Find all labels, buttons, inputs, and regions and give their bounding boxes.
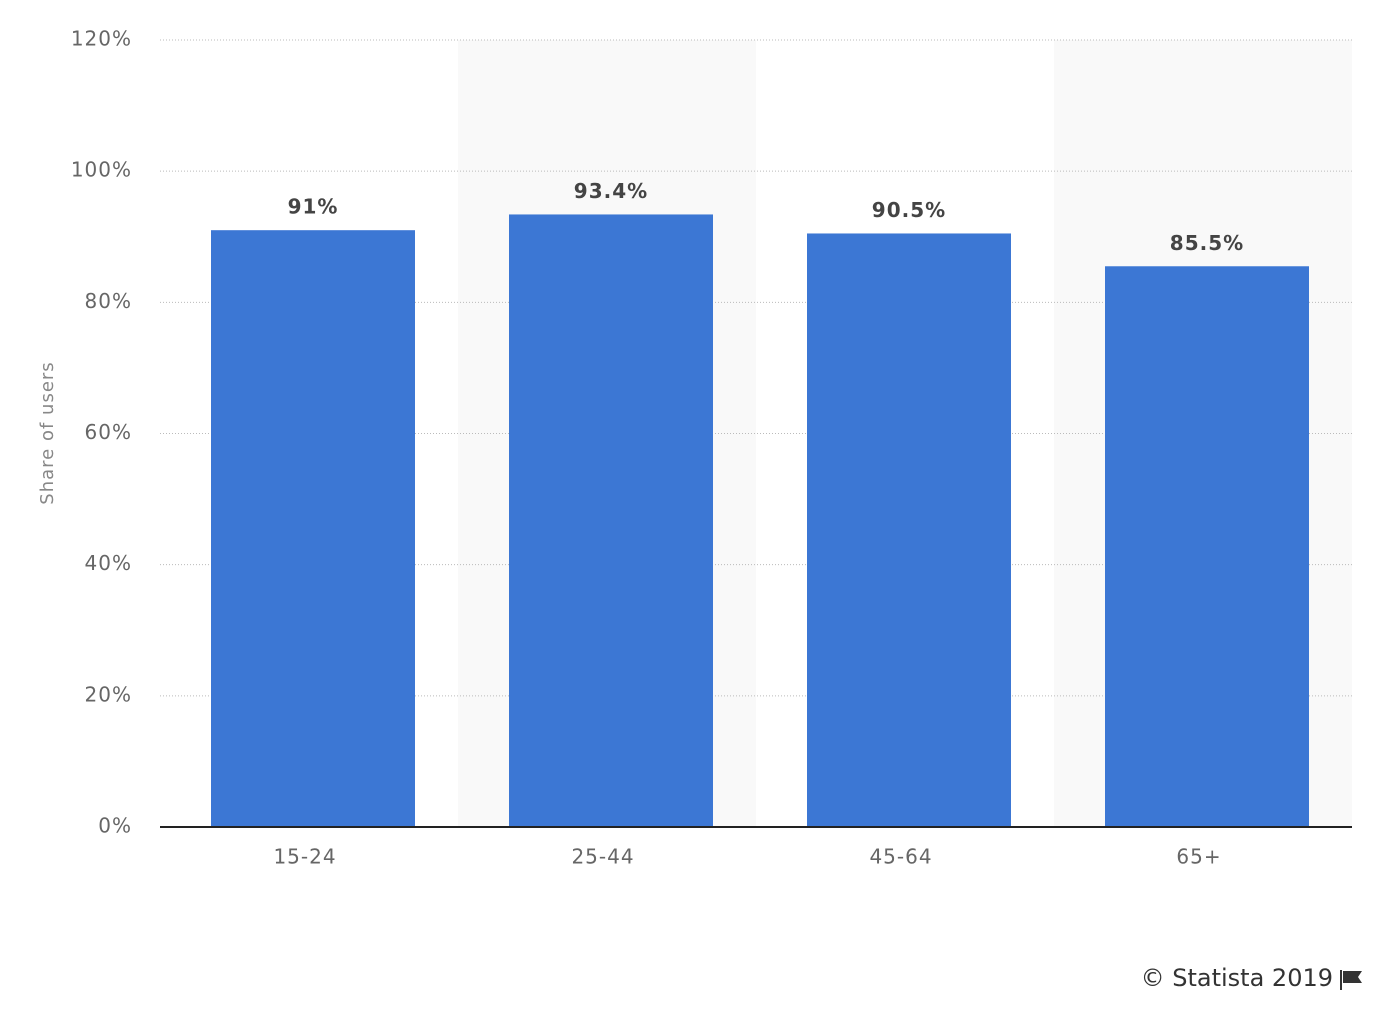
y-axis-title: Share of users — [37, 361, 58, 504]
y-tick-label: 100% — [71, 158, 132, 182]
y-tick-label: 80% — [85, 289, 132, 313]
value-label: 90.5% — [872, 198, 946, 222]
bar — [211, 230, 415, 828]
y-tick-label: 120% — [71, 27, 132, 51]
bar — [509, 214, 713, 827]
bar — [1105, 266, 1309, 827]
x-tick-label: 65+ — [1176, 845, 1221, 869]
y-tick-label: 0% — [98, 814, 132, 838]
flag-icon — [1340, 970, 1362, 990]
y-tick-label: 20% — [85, 682, 132, 706]
bar — [807, 233, 1011, 828]
credit: © Statista 2019 — [1141, 964, 1333, 992]
x-tick-label: 45-64 — [869, 845, 932, 869]
y-tick-label: 40% — [85, 551, 132, 575]
value-label: 91% — [288, 195, 339, 219]
value-label: 85.5% — [1170, 231, 1244, 255]
y-tick-label: 60% — [85, 420, 132, 444]
value-label: 93.4% — [574, 179, 648, 203]
x-tick-label: 25-44 — [571, 845, 634, 869]
x-tick-label: 15-24 — [273, 845, 336, 869]
